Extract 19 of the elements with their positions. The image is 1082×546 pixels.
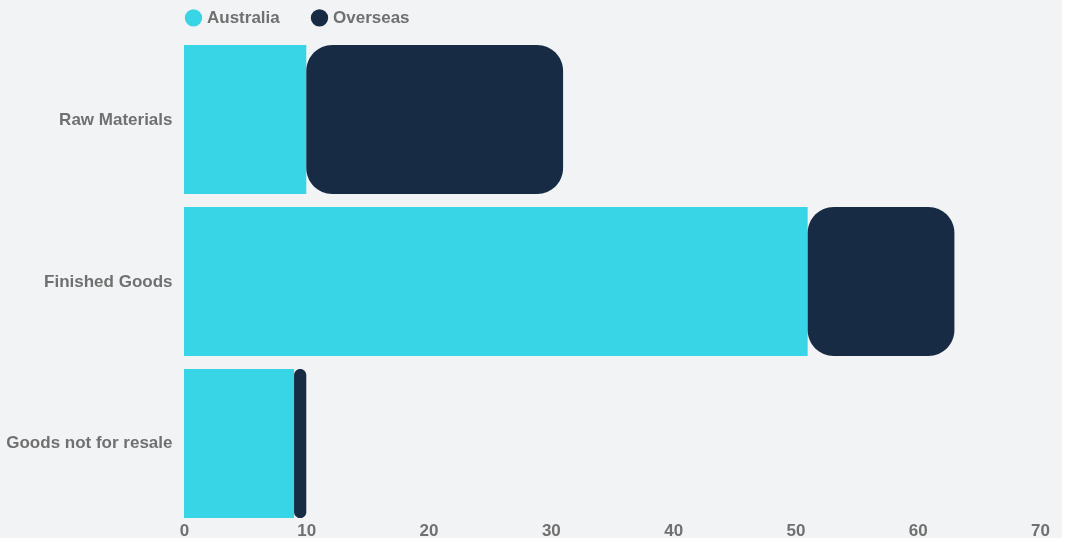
y-tick-label: Raw Materials: [59, 109, 173, 129]
x-tick-label: 0: [179, 520, 190, 540]
x-tick-label: 50: [786, 520, 806, 540]
bar: [306, 45, 564, 195]
x-tick-label: 40: [664, 520, 684, 540]
bar: [184, 206, 808, 357]
y-tick-label: Finished Goods: [44, 271, 173, 291]
legend-label: Australia: [207, 7, 281, 27]
x-tick-label: 20: [419, 520, 439, 540]
legend-label: Overseas: [333, 7, 410, 27]
x-tick-label: 60: [908, 520, 928, 540]
x-tick-label: 30: [541, 520, 561, 540]
y-tick-label: Goods not for resale: [6, 433, 173, 453]
x-tick-label: 10: [297, 520, 317, 540]
bar: [184, 45, 307, 195]
bar: [184, 368, 295, 518]
x-tick-label: 70: [1031, 520, 1050, 540]
bar: [294, 368, 307, 518]
bar: [807, 206, 955, 357]
